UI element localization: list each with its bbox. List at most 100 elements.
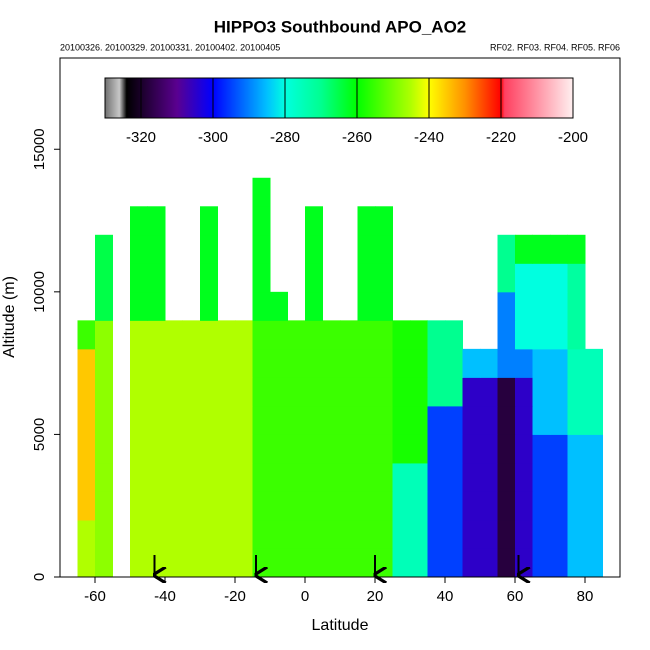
cell — [182, 377, 201, 407]
cell — [200, 291, 218, 321]
cell — [392, 548, 411, 578]
cell — [462, 377, 481, 407]
cell — [130, 348, 148, 378]
cell — [567, 491, 586, 521]
cell — [550, 462, 568, 492]
cell — [392, 519, 411, 549]
cell — [410, 491, 428, 521]
cell — [497, 405, 516, 435]
cell — [147, 462, 166, 492]
cell — [252, 405, 271, 435]
cell — [287, 434, 306, 464]
x-tick-label: 80 — [577, 588, 594, 605]
cell — [147, 320, 166, 350]
cell — [200, 519, 218, 549]
cell — [427, 348, 446, 378]
cell — [77, 491, 96, 521]
cell — [95, 263, 113, 293]
cell — [550, 234, 568, 264]
cell — [427, 377, 446, 407]
cell — [550, 320, 568, 350]
cell — [182, 320, 201, 350]
cell — [130, 519, 148, 549]
cell — [252, 434, 271, 464]
cell — [550, 377, 568, 407]
cell — [340, 434, 358, 464]
cell — [252, 234, 271, 264]
colorbar-tick-label: -300 — [198, 129, 228, 146]
cell — [497, 234, 516, 264]
cell — [445, 348, 463, 378]
cell — [95, 377, 113, 407]
cell — [217, 491, 236, 521]
cell — [182, 491, 201, 521]
cell — [567, 291, 586, 321]
cell — [340, 548, 358, 578]
colorbar-tick-label: -320 — [126, 129, 156, 146]
cell — [217, 548, 236, 578]
cell — [252, 263, 271, 293]
cell — [305, 291, 323, 321]
cell — [95, 348, 113, 378]
cell — [375, 291, 393, 321]
cell — [357, 434, 376, 464]
cell — [235, 462, 253, 492]
cell — [427, 405, 446, 435]
cell — [375, 519, 393, 549]
cell — [515, 348, 533, 378]
cell — [322, 320, 341, 350]
cell — [392, 434, 411, 464]
cell — [322, 519, 341, 549]
cell — [130, 263, 148, 293]
cell — [550, 291, 568, 321]
cell — [252, 206, 271, 236]
cell — [532, 291, 551, 321]
x-tick-label: 0 — [301, 588, 309, 605]
cell — [532, 263, 551, 293]
chart-title: HIPPO3 Southbound APO_AO2 — [214, 17, 467, 36]
cell — [165, 348, 183, 378]
cell — [217, 377, 236, 407]
cell — [585, 405, 603, 435]
cell — [270, 377, 288, 407]
cell — [357, 519, 376, 549]
cell — [427, 320, 446, 350]
cell — [340, 348, 358, 378]
cell — [410, 434, 428, 464]
x-tick-label: -20 — [224, 588, 246, 605]
cell — [357, 320, 376, 350]
x-tick-label: 20 — [367, 588, 384, 605]
cell — [147, 405, 166, 435]
cell — [130, 434, 148, 464]
cell — [322, 348, 341, 378]
cell — [515, 234, 533, 264]
cell — [567, 348, 586, 378]
cell — [462, 462, 481, 492]
cell — [200, 548, 218, 578]
cell — [340, 491, 358, 521]
colorbar-tick-label: -240 — [414, 129, 444, 146]
cell — [322, 405, 341, 435]
x-tick-label: -60 — [84, 588, 106, 605]
cell — [480, 519, 498, 549]
cell — [445, 320, 463, 350]
subtitle-left: 20100326. 20100329. 20100331. 20100402. … — [60, 42, 280, 52]
cell — [497, 291, 516, 321]
cell — [95, 234, 113, 264]
cell — [515, 405, 533, 435]
cell — [357, 548, 376, 578]
cell — [95, 291, 113, 321]
cell — [252, 291, 271, 321]
cell — [130, 206, 148, 236]
cell — [497, 320, 516, 350]
cell — [235, 434, 253, 464]
cell — [532, 462, 551, 492]
colorbar-tick-label: -260 — [342, 129, 372, 146]
cell — [200, 491, 218, 521]
cell — [147, 348, 166, 378]
x-tick-label: 60 — [507, 588, 524, 605]
colorbar-tick-label: -200 — [558, 129, 588, 146]
cell — [427, 434, 446, 464]
cell — [340, 377, 358, 407]
cell — [305, 491, 323, 521]
